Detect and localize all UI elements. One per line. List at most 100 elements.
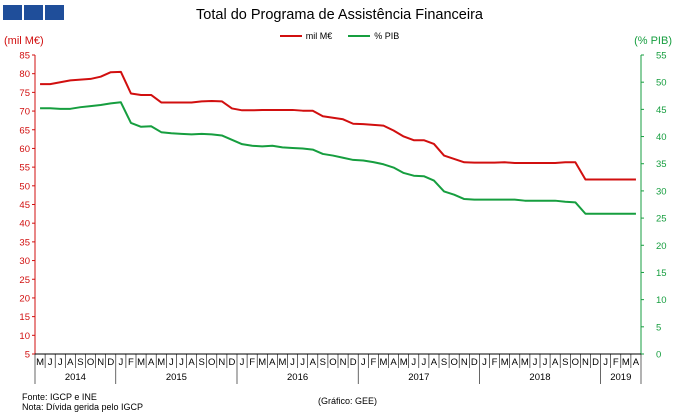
left-axis-tick-label: 20 xyxy=(19,293,30,304)
left-axis-tick-label: 30 xyxy=(19,256,30,267)
source-note: Fonte: IGCP e INE xyxy=(22,392,97,402)
right-axis-tick-label: 5 xyxy=(656,322,661,333)
right-axis-tick-label: 25 xyxy=(656,214,667,225)
right-axis-tick-label: 55 xyxy=(656,51,667,62)
right-axis-tick-label: 30 xyxy=(656,186,667,197)
month-tick-label: A xyxy=(552,357,559,368)
month-tick-label: N xyxy=(97,357,104,368)
month-tick-label: M xyxy=(36,357,44,368)
month-tick-label: S xyxy=(320,357,326,368)
legend-swatch-eur xyxy=(279,35,302,37)
left-axis-tick-label: 65 xyxy=(19,125,30,136)
series-line-eur xyxy=(40,70,636,181)
right-axis-tick-label: 40 xyxy=(656,132,667,143)
chart-footer: Fonte: IGCP e INE Nota: Dívida gerida pe… xyxy=(22,392,143,412)
month-tick-label: J xyxy=(58,357,63,368)
month-tick-label: J xyxy=(240,357,245,368)
left-axis-tick-label: 60 xyxy=(19,144,30,155)
month-tick-label: J xyxy=(179,357,184,368)
month-tick-label: M xyxy=(137,357,145,368)
month-tick-label: J xyxy=(48,357,53,368)
month-tick-label: O xyxy=(329,357,336,368)
year-label: 2015 xyxy=(166,372,187,383)
left-axis-tick-label: 5 xyxy=(25,350,30,361)
left-axis-tick-label: 25 xyxy=(19,275,30,286)
month-tick-label: M xyxy=(501,357,509,368)
legend-label-eur: mil M€ xyxy=(305,31,333,41)
month-tick-label: A xyxy=(310,357,317,368)
year-label: 2018 xyxy=(529,372,550,383)
gee-logo xyxy=(3,5,64,20)
month-tick-label: F xyxy=(128,357,134,368)
chart-credit: (Gráfico: GEE) xyxy=(318,396,378,406)
month-tick-label: F xyxy=(370,357,376,368)
year-label: 2014 xyxy=(65,372,86,383)
month-tick-label: J xyxy=(482,357,487,368)
month-tick-label: J xyxy=(603,357,608,368)
left-axis-unit: (mil M€) xyxy=(4,35,44,47)
month-tick-label: J xyxy=(543,357,548,368)
month-tick-label: A xyxy=(148,357,155,368)
month-tick-label: D xyxy=(107,357,114,368)
right-axis-tick-label: 15 xyxy=(656,268,667,279)
month-tick-label: S xyxy=(77,357,83,368)
chart-title: Total do Programa de Assistência Finance… xyxy=(196,7,483,23)
month-tick-label: J xyxy=(361,357,366,368)
month-tick-label: A xyxy=(269,357,276,368)
series-line-pib xyxy=(40,101,636,215)
month-tick-label: A xyxy=(188,357,195,368)
month-tick-label: O xyxy=(87,357,94,368)
legend-item-pib: % PIB xyxy=(348,31,399,41)
year-label: 2016 xyxy=(287,372,308,383)
logo-block xyxy=(45,5,64,20)
month-tick-label: O xyxy=(208,357,215,368)
month-tick-label: A xyxy=(512,357,519,368)
month-tick-label: N xyxy=(340,357,347,368)
legend-item-eur: mil M€ xyxy=(279,31,333,41)
legend-swatch-pib xyxy=(348,35,371,37)
month-tick-label: S xyxy=(562,357,568,368)
month-tick-label: N xyxy=(582,357,589,368)
month-tick-label: M xyxy=(400,357,408,368)
month-tick-label: A xyxy=(633,357,640,368)
month-tick-label: D xyxy=(350,357,357,368)
month-tick-label: D xyxy=(592,357,599,368)
logo-block xyxy=(24,5,43,20)
month-tick-label: A xyxy=(390,357,397,368)
month-tick-label: A xyxy=(431,357,438,368)
chart-legend: mil M€ % PIB xyxy=(0,31,679,41)
month-tick-label: S xyxy=(441,357,447,368)
left-axis-tick-label: 55 xyxy=(19,163,30,174)
right-axis-tick-label: 20 xyxy=(656,241,667,252)
left-axis-tick-label: 80 xyxy=(19,69,30,80)
logo-block xyxy=(3,5,22,20)
year-label: 2017 xyxy=(408,372,429,383)
right-axis-tick-label: 45 xyxy=(656,105,667,116)
month-tick-label: N xyxy=(218,357,225,368)
year-label: 2019 xyxy=(610,372,631,383)
left-axis-tick-label: 75 xyxy=(19,88,30,99)
month-tick-label: A xyxy=(67,357,74,368)
month-tick-label: M xyxy=(157,357,165,368)
legend-label-pib: % PIB xyxy=(374,31,400,41)
right-axis-tick-label: 35 xyxy=(656,159,667,170)
debt-note: Nota: Dívida gerida pelo IGCP xyxy=(22,402,144,412)
month-tick-label: M xyxy=(521,357,529,368)
month-tick-label: J xyxy=(118,357,123,368)
left-axis-tick-label: 40 xyxy=(19,219,30,230)
month-tick-label: J xyxy=(290,357,295,368)
left-axis-tick-label: 15 xyxy=(19,312,30,323)
left-axis-tick-label: 10 xyxy=(19,331,30,342)
month-tick-label: F xyxy=(613,357,619,368)
month-tick-label: O xyxy=(450,357,457,368)
month-tick-label: J xyxy=(421,357,426,368)
left-axis-tick-label: 35 xyxy=(19,237,30,248)
left-axis-tick-label: 70 xyxy=(19,107,30,118)
month-tick-label: O xyxy=(572,357,579,368)
left-axis-tick-label: 50 xyxy=(19,181,30,192)
month-tick-label: J xyxy=(300,357,305,368)
month-tick-label: J xyxy=(169,357,174,368)
right-axis-tick-label: 0 xyxy=(656,350,661,361)
month-tick-label: S xyxy=(198,357,204,368)
